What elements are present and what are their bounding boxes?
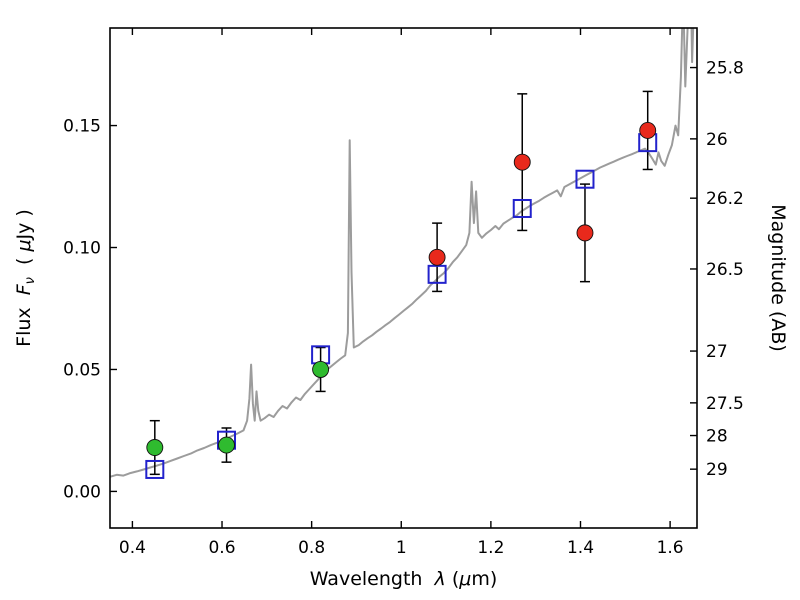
- model-photometry-square: [145, 459, 165, 479]
- mag-tick-label: 27: [706, 342, 728, 362]
- axes-frame: [109, 27, 698, 529]
- x-tick-label: 1: [396, 538, 407, 558]
- y-tick-label: 0.05: [63, 360, 101, 380]
- x-tick-label: 1.6: [657, 538, 684, 558]
- observed-optical-point: [146, 439, 164, 456]
- x-tick-label: 1.2: [477, 538, 504, 558]
- y-tick-label: 0.10: [63, 239, 101, 259]
- model-photometry-square: [512, 198, 532, 218]
- observed-nir-point: [513, 153, 531, 171]
- tick-labels: 0.4 0.6 0.8 1 1.2 1.4 1.6 0.00 0.05 0.10 0.15 25.8 2…: [63, 59, 744, 558]
- x-tick-label: 0.8: [298, 538, 325, 558]
- observed-nir-points: [428, 121, 657, 266]
- model-photometry-square: [575, 169, 595, 189]
- y2-axis-title: Magnitude (AB): [767, 204, 789, 352]
- x-axis-title: Wavelength λ (μm): [310, 568, 498, 590]
- mag-tick-label: 29: [706, 460, 728, 480]
- y-tick-label: 0.00: [63, 482, 101, 502]
- y-tick-label: 0.15: [63, 117, 101, 137]
- mag-tick-label: 26: [706, 130, 728, 150]
- axis-ticks: [110, 28, 697, 528]
- x-tick-label: 0.6: [208, 538, 235, 558]
- observed-optical-points: [146, 361, 330, 456]
- observed-optical-point: [218, 436, 235, 454]
- x-tick-label: 1.4: [567, 538, 594, 558]
- mag-tick-label: 27.5: [706, 394, 744, 414]
- model-photometry-square: [427, 264, 447, 284]
- observed-nir-point: [428, 248, 446, 266]
- y-axis-title: Flux Fν ( μJy ): [13, 209, 38, 347]
- mag-tick-label: 28: [706, 427, 728, 447]
- observed-nir-point: [639, 121, 657, 139]
- observed-nir-point: [576, 224, 594, 242]
- mag-tick-label: 26.2: [706, 189, 744, 209]
- mag-tick-label: 25.8: [706, 59, 744, 79]
- mag-tick-label: 26.5: [706, 260, 744, 280]
- x-tick-label: 0.4: [119, 538, 146, 558]
- observed-optical-point: [312, 361, 330, 378]
